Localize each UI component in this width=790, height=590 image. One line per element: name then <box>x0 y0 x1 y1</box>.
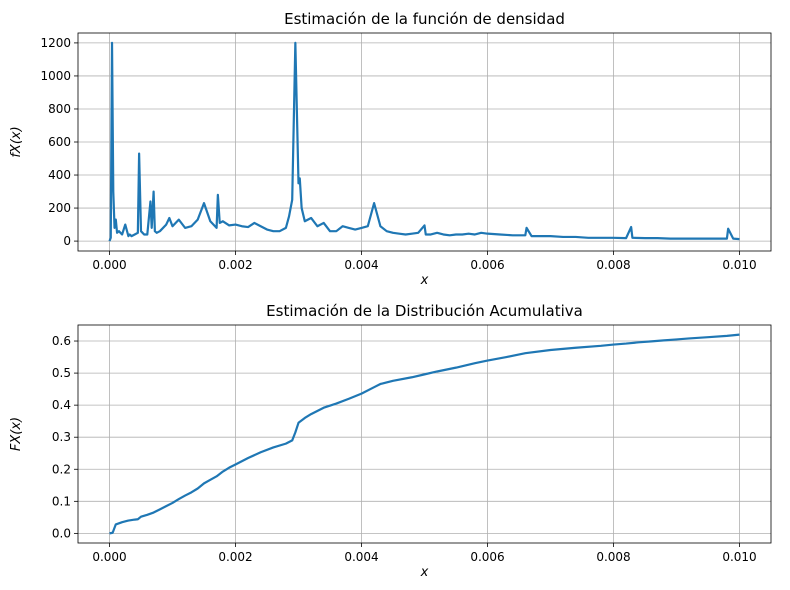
density-y-tick-label: 1000 <box>40 69 71 83</box>
density-y-axis-label: fX(x) <box>9 126 24 157</box>
density-chart-title: Estimación de la función de densidad <box>284 10 565 28</box>
density-y-tick-label: 400 <box>48 168 71 182</box>
density-x-tick-label: 0.000 <box>92 258 126 272</box>
density-x-tick-label: 0.004 <box>344 258 378 272</box>
cdf-x-tick-label: 0.000 <box>92 550 126 564</box>
cdf-axes-border <box>77 324 772 544</box>
cdf-y-tick-label: 0.3 <box>52 430 71 444</box>
cdf-plot-area <box>78 325 771 543</box>
cdf-y-tick-label: 0.4 <box>52 398 71 412</box>
density-series-line <box>108 41 740 242</box>
density-x-tick-label: 0.010 <box>722 258 756 272</box>
density-grid <box>78 33 771 251</box>
cdf-y-tick-label: 0.1 <box>52 494 71 508</box>
density-x-ticks: 0.000 0.002 0.004 0.006 0.008 0.010 <box>92 251 757 272</box>
density-x-tick-label: 0.008 <box>596 258 630 272</box>
density-y-ticks: 0 200 400 600 800 1000 1200 <box>40 36 78 248</box>
density-panel: 0.000 0.002 0.004 0.006 0.008 0.010 0 200 400 60… <box>9 10 772 288</box>
cdf-x-tick-label: 0.008 <box>596 550 630 564</box>
cdf-x-tick-label: 0.006 <box>470 550 504 564</box>
cdf-panel: 0.000 0.002 0.004 0.006 0.008 0.010 0.0 0.1 0.2… <box>9 302 772 580</box>
cdf-grid <box>78 325 771 543</box>
cdf-series-line <box>109 333 740 535</box>
cdf-x-tick-label: 0.002 <box>218 550 252 564</box>
cdf-chart-title: Estimación de la Distribución Acumulativ… <box>266 302 583 320</box>
density-y-tick-label: 0 <box>63 234 71 248</box>
cdf-x-tick-label: 0.010 <box>722 550 756 564</box>
density-y-tick-label: 800 <box>48 102 71 116</box>
cdf-y-tick-label: 0.6 <box>52 334 71 348</box>
density-y-tick-label: 600 <box>48 135 71 149</box>
cdf-x-ticks: 0.000 0.002 0.004 0.006 0.008 0.010 <box>92 543 757 564</box>
density-y-tick-label: 200 <box>48 201 71 215</box>
cdf-x-axis-label: x <box>420 565 429 580</box>
cdf-y-tick-label: 0.5 <box>52 366 71 380</box>
cdf-y-tick-label: 0.0 <box>52 526 71 540</box>
cdf-series <box>109 333 740 535</box>
density-x-tick-label: 0.006 <box>470 258 504 272</box>
cdf-y-tick-label: 0.2 <box>52 462 71 476</box>
density-x-tick-label: 0.002 <box>218 258 252 272</box>
density-series <box>108 41 740 242</box>
cdf-y-axis-label: FX(x) <box>9 417 24 451</box>
density-x-axis-label: x <box>420 273 429 288</box>
cdf-y-ticks: 0.0 0.1 0.2 0.3 0.4 0.5 0.6 <box>52 334 78 540</box>
density-y-tick-label: 1200 <box>40 36 71 50</box>
cdf-x-tick-label: 0.004 <box>344 550 378 564</box>
